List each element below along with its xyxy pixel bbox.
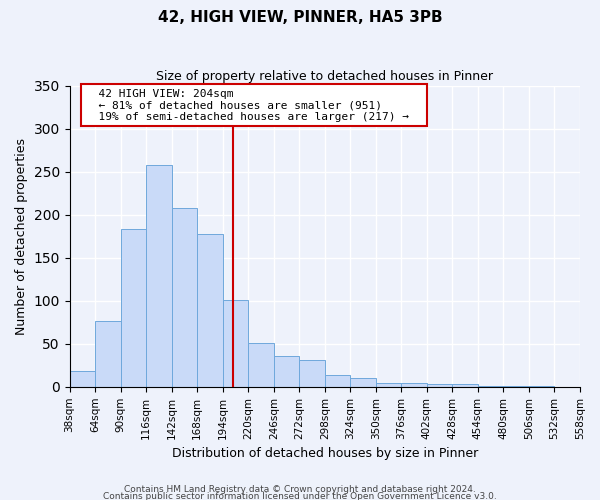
- Bar: [350, 378, 376, 387]
- Bar: [121, 230, 146, 387]
- Bar: [223, 300, 248, 387]
- Text: Contains HM Land Registry data © Crown copyright and database right 2024.: Contains HM Land Registry data © Crown c…: [124, 486, 476, 494]
- Bar: [70, 372, 95, 387]
- Text: 42, HIGH VIEW, PINNER, HA5 3PB: 42, HIGH VIEW, PINNER, HA5 3PB: [158, 10, 442, 25]
- Bar: [529, 386, 554, 387]
- Bar: [172, 208, 197, 387]
- Bar: [478, 386, 503, 387]
- Bar: [299, 360, 325, 387]
- Y-axis label: Number of detached properties: Number of detached properties: [15, 138, 28, 334]
- Bar: [452, 384, 478, 387]
- Bar: [274, 356, 299, 387]
- Text: 42 HIGH VIEW: 204sqm  
  ← 81% of detached houses are smaller (951)  
  19% of s: 42 HIGH VIEW: 204sqm ← 81% of detached h…: [85, 88, 422, 122]
- Bar: [146, 164, 172, 387]
- X-axis label: Distribution of detached houses by size in Pinner: Distribution of detached houses by size …: [172, 447, 478, 460]
- Bar: [376, 382, 401, 387]
- Bar: [401, 384, 427, 387]
- Text: Contains public sector information licensed under the Open Government Licence v3: Contains public sector information licen…: [103, 492, 497, 500]
- Bar: [325, 375, 350, 387]
- Bar: [248, 343, 274, 387]
- Bar: [503, 386, 529, 387]
- Title: Size of property relative to detached houses in Pinner: Size of property relative to detached ho…: [157, 70, 493, 83]
- Bar: [197, 234, 223, 387]
- Bar: [427, 384, 452, 387]
- Bar: [95, 320, 121, 387]
